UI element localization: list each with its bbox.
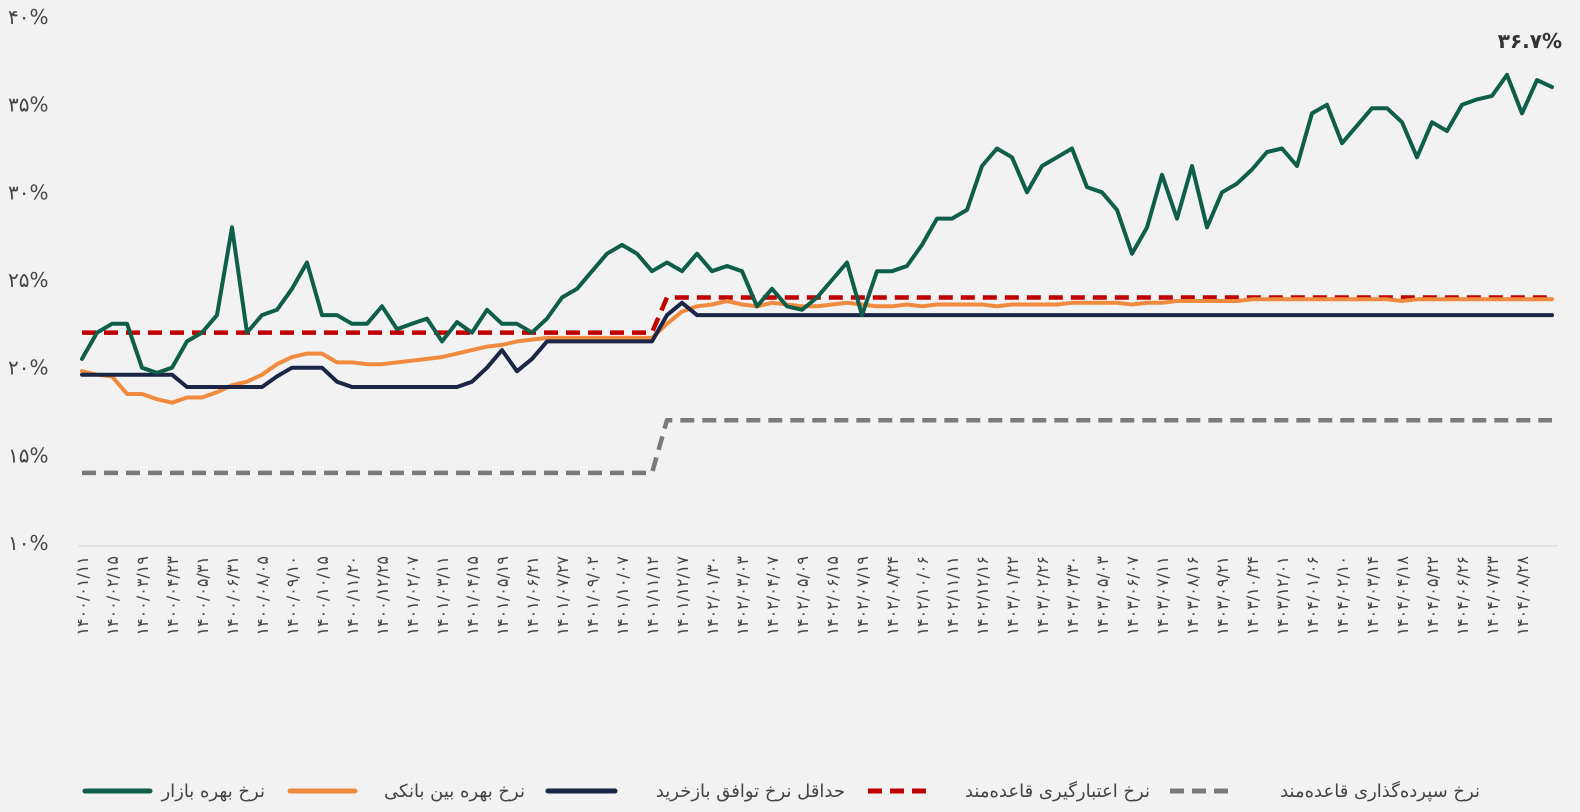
x-tick-label: ۱۴۰۱/۱۰/۰۷ bbox=[613, 556, 632, 636]
y-tick-label: ۳۵% bbox=[8, 93, 49, 117]
x-tick-label: ۱۴۰۳/۰۱/۲۲ bbox=[1003, 556, 1022, 636]
y-tick-label: ۲۰% bbox=[8, 356, 49, 380]
x-tick-label: ۱۴۰۲/۱۲/۱۶ bbox=[973, 556, 992, 636]
x-tick-label: ۱۴۰۲/۰۶/۱۵ bbox=[823, 556, 842, 636]
legend-label: نرخ بهره بین بانکی bbox=[384, 781, 525, 802]
x-tick-label: ۱۴۰۴/۰۵/۲۲ bbox=[1423, 556, 1442, 636]
x-tick-label: ۱۴۰۱/۰۶/۲۱ bbox=[523, 556, 542, 636]
legend-label: نرخ اعتبارگیری قاعده‌مند bbox=[965, 780, 1150, 802]
x-tick-label: ۱۴۰۱/۱۲/۱۷ bbox=[673, 556, 692, 636]
x-tick-label: ۱۴۰۳/۱۲/۰۱ bbox=[1273, 556, 1292, 636]
x-tick-label: ۱۴۰۰/۰۶/۳۱ bbox=[223, 556, 242, 636]
x-tick-label: ۱۴۰۳/۰۸/۱۶ bbox=[1183, 556, 1202, 636]
series-line bbox=[80, 72, 1554, 375]
x-tick-label: ۱۴۰۲/۰۵/۰۹ bbox=[793, 556, 812, 636]
y-tick-label: ۱۵% bbox=[8, 443, 49, 467]
x-tick-label: ۱۴۰۰/۰۱/۱۱ bbox=[73, 556, 92, 636]
legend-label: نرخ سپرده‌گذاری قاعده‌مند bbox=[1280, 780, 1480, 802]
y-tick-label: ۲۵% bbox=[8, 268, 49, 292]
x-tick-label: ۱۴۰۰/۰۲/۱۵ bbox=[103, 556, 122, 636]
x-tick-label: ۱۴۰۳/۰۷/۱۱ bbox=[1153, 556, 1172, 636]
x-tick-label: ۱۴۰۱/۰۴/۱۵ bbox=[463, 556, 482, 636]
x-tick-label: ۱۴۰۴/۰۱/۰۶ bbox=[1303, 556, 1322, 636]
series-line bbox=[80, 300, 1554, 389]
x-tick-label: ۱۴۰۰/۱۰/۱۵ bbox=[313, 556, 332, 636]
x-tick-label: ۱۴۰۰/۰۸/۰۵ bbox=[253, 556, 272, 636]
x-tick-label: ۱۴۰۱/۰۵/۱۹ bbox=[493, 556, 512, 636]
x-tick-label: ۱۴۰۰/۰۵/۳۱ bbox=[193, 556, 212, 636]
x-tick-label: ۱۴۰۴/۰۶/۲۶ bbox=[1453, 556, 1472, 636]
x-tick-label: ۱۴۰۱/۰۳/۱۱ bbox=[433, 556, 452, 636]
annotation: ۳۶.۷% bbox=[1498, 29, 1562, 53]
y-tick-label: ۱۰% bbox=[8, 531, 49, 555]
x-tick-label: ۱۴۰۲/۱۰/۰۶ bbox=[913, 556, 932, 636]
x-tick-label: ۱۴۰۴/۰۷/۲۳ bbox=[1483, 556, 1502, 636]
x-tick-label: ۱۴۰۴/۰۸/۲۸ bbox=[1513, 556, 1532, 636]
series-line bbox=[82, 418, 1552, 476]
y-tick-label: ۳۰% bbox=[8, 180, 49, 204]
x-tick-label: ۱۴۰۲/۰۷/۱۹ bbox=[853, 556, 872, 636]
x-tick-label: ۱۴۰۲/۰۱/۳۰ bbox=[703, 556, 722, 636]
x-tick-label: ۱۴۰۱/۰۷/۲۷ bbox=[553, 556, 572, 636]
x-tick-label: ۱۴۰۱/۰۹/۰۲ bbox=[583, 556, 602, 636]
y-tick-label: ۴۰% bbox=[8, 5, 49, 29]
x-tick-label: ۱۴۰۰/۰۳/۱۹ bbox=[133, 556, 152, 636]
x-tick-label: ۱۴۰۳/۰۵/۰۳ bbox=[1093, 556, 1112, 636]
x-tick-label: ۱۴۰۳/۰۲/۲۶ bbox=[1033, 556, 1052, 636]
x-tick-label: ۱۴۰۴/۰۲/۱۰ bbox=[1333, 556, 1352, 636]
legend-label: نرخ بهره بازار bbox=[160, 781, 265, 802]
x-tick-label: ۱۴۰۴/۰۳/۱۴ bbox=[1363, 556, 1382, 636]
x-tick-label: ۱۴۰۳/۰۶/۰۷ bbox=[1123, 556, 1142, 636]
x-tick-label: ۱۴۰۳/۰۳/۳۰ bbox=[1063, 556, 1082, 636]
x-tick-label: ۱۴۰۲/۰۴/۰۷ bbox=[763, 556, 782, 636]
x-tick-label: ۱۴۰۴/۰۴/۱۸ bbox=[1393, 556, 1412, 636]
x-tick-label: ۱۴۰۰/۱۲/۲۵ bbox=[373, 556, 392, 636]
x-tick-label: ۱۴۰۲/۰۳/۰۳ bbox=[733, 556, 752, 636]
x-tick-label: ۱۴۰۰/۱۱/۲۰ bbox=[343, 556, 362, 636]
x-tick-label: ۱۴۰۲/۰۸/۲۴ bbox=[883, 556, 902, 636]
x-tick-label: ۱۴۰۳/۰۹/۲۱ bbox=[1213, 556, 1232, 636]
x-tick-label: ۱۴۰۱/۱۱/۱۲ bbox=[643, 556, 662, 636]
x-tick-label: ۱۴۰۲/۱۱/۱۱ bbox=[943, 556, 962, 636]
legend-label: حداقل نرخ توافق بازخرید bbox=[656, 781, 845, 802]
series-line bbox=[80, 297, 1554, 405]
x-tick-label: ۱۴۰۱/۰۲/۰۷ bbox=[403, 556, 422, 636]
x-tick-label: ۱۴۰۰/۰۴/۲۳ bbox=[163, 556, 182, 636]
x-tick-label: ۱۴۰۰/۰۹/۱۰ bbox=[283, 556, 302, 636]
x-tick-label: ۱۴۰۳/۱۰/۲۴ bbox=[1243, 556, 1262, 636]
